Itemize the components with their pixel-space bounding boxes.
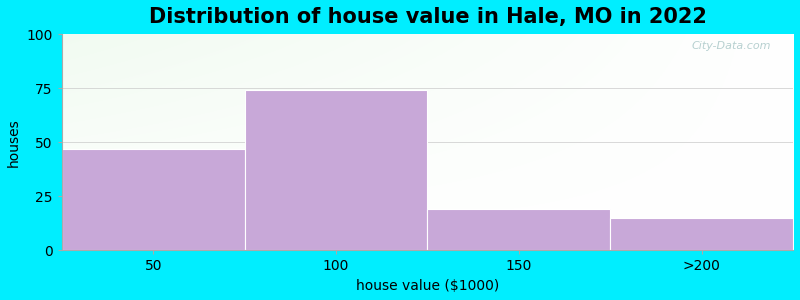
Bar	[245, 90, 427, 250]
Bar	[427, 209, 610, 250]
Y-axis label: houses: houses	[7, 118, 21, 166]
Title: Distribution of house value in Hale, MO in 2022: Distribution of house value in Hale, MO …	[149, 7, 706, 27]
Text: City-Data.com: City-Data.com	[692, 40, 771, 50]
X-axis label: house value ($1000): house value ($1000)	[356, 279, 499, 293]
Bar	[610, 218, 793, 250]
Bar	[62, 149, 245, 250]
